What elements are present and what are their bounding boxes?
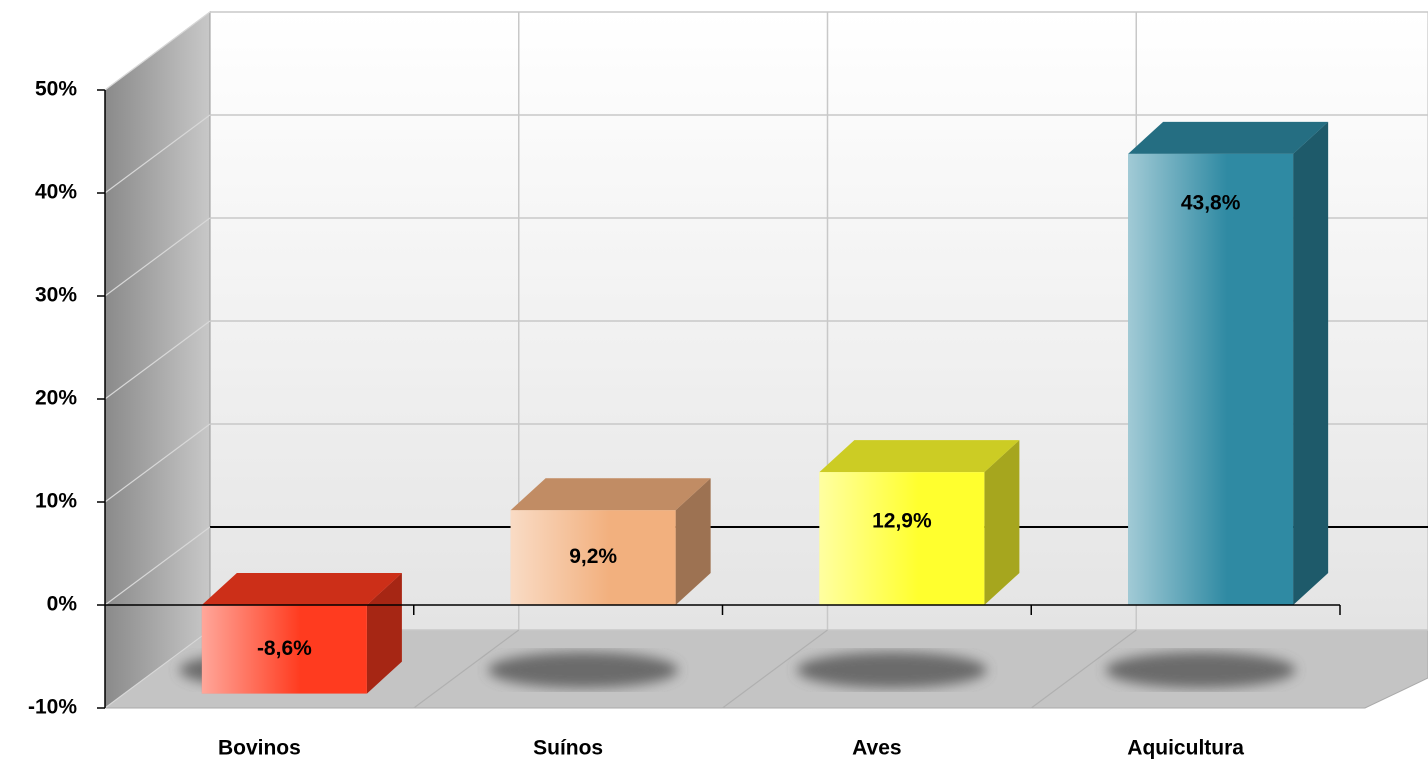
bar-shine — [510, 510, 676, 605]
bar-top — [510, 478, 711, 511]
y-tick-label: 10% — [35, 490, 77, 513]
bar-side-shade — [984, 440, 1020, 605]
y-tick-label: 50% — [35, 78, 77, 101]
grid-line — [104, 320, 211, 400]
data-label: -8,6% — [257, 637, 312, 660]
bar-shadow — [1105, 652, 1296, 688]
bar-side-shade — [675, 478, 711, 605]
y-tick-label: 30% — [35, 284, 77, 307]
category-floor-line — [722, 629, 828, 709]
data-label: 12,9% — [872, 510, 932, 533]
grid-line — [104, 11, 211, 91]
grid-line — [104, 114, 211, 194]
bar-shine — [819, 472, 985, 605]
grid-line — [104, 526, 211, 606]
bar-side — [1293, 121, 1329, 606]
x-tick-label: Bovinos — [218, 737, 301, 760]
bar-top-shade — [819, 440, 1020, 473]
bar-side-shade — [366, 573, 402, 694]
bar-side — [366, 573, 402, 694]
bar-top — [1128, 121, 1329, 154]
data-label: 9,2% — [569, 545, 617, 568]
y-tick-label: 0% — [47, 593, 78, 616]
category-floor-line — [1030, 629, 1137, 709]
bar-side — [675, 478, 711, 605]
x-tick-label: Suínos — [533, 737, 603, 760]
bar-shadow — [796, 652, 987, 688]
category-floor-line — [413, 629, 520, 709]
grid-line — [104, 423, 211, 503]
bar-shadow — [488, 652, 679, 688]
marks: -8,6% 9,2% 12,9% 43,8% — [105, 121, 1341, 694]
grid-line — [104, 629, 211, 709]
bar-top-shade — [510, 478, 711, 511]
data-label: 43,8% — [1181, 191, 1241, 214]
bar-shine — [1128, 153, 1294, 606]
y-tick-label: 20% — [35, 387, 77, 410]
bar-top-shade — [1128, 121, 1329, 154]
bar-top-shade — [201, 573, 402, 605]
grid-line — [104, 217, 211, 297]
bar-shine — [201, 605, 367, 694]
bar-top — [201, 573, 402, 605]
x-tick-label: Aquicultura — [1127, 737, 1244, 760]
y-tick-label: 40% — [35, 181, 77, 204]
bar-side-shade — [1293, 121, 1329, 606]
x-tick-label: Aves — [852, 737, 901, 760]
y-tick-label: -10% — [28, 696, 77, 719]
bar-top — [819, 440, 1020, 473]
bar-side — [984, 440, 1020, 605]
